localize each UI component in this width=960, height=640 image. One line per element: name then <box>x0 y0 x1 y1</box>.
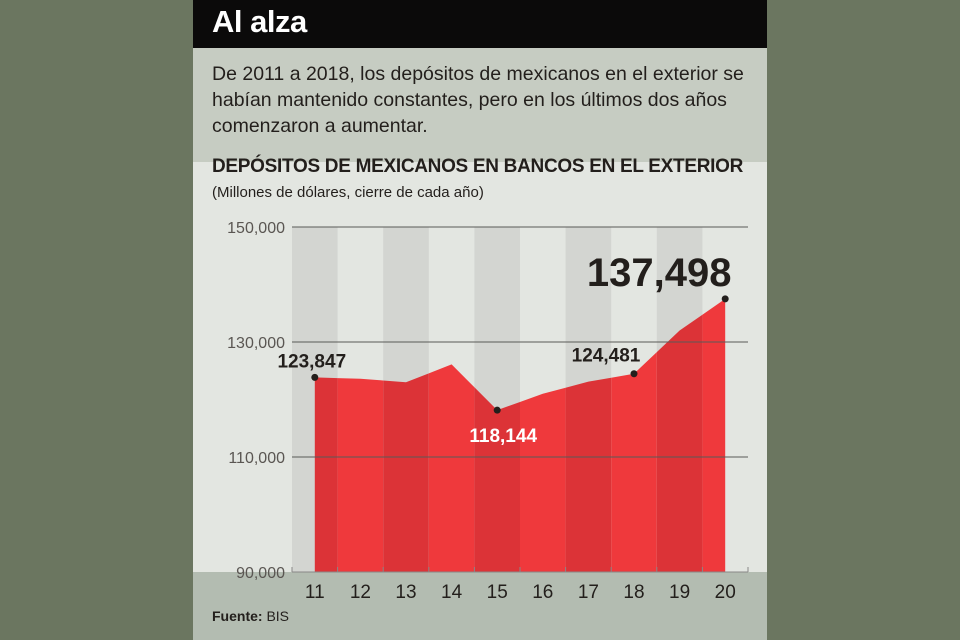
headline: Al alza <box>212 4 307 39</box>
area-segment <box>314 377 338 572</box>
x-tick-label: 17 <box>578 582 599 603</box>
area-segment <box>337 378 384 572</box>
area-segment <box>474 387 520 572</box>
x-tick-label: 16 <box>532 582 553 603</box>
source-note: Fuente: BIS <box>212 608 289 624</box>
y-tick-label: 150,000 <box>227 220 285 237</box>
area-segment <box>611 352 657 572</box>
data-label: 123,847 <box>277 351 346 372</box>
area-segment <box>565 377 612 572</box>
source-value: BIS <box>266 608 290 624</box>
title-bar: Al alza <box>193 0 767 48</box>
x-tick-label: 19 <box>669 582 690 603</box>
data-label: 137,498 <box>587 251 732 295</box>
area-segment <box>702 298 726 572</box>
x-tick-label: 15 <box>487 582 508 603</box>
x-tick-label: 11 <box>305 582 325 603</box>
infographic-card: Al alza De 2011 a 2018, los depósitos de… <box>193 0 767 640</box>
area-segment <box>428 364 475 572</box>
y-tick-label: 130,000 <box>227 335 285 352</box>
y-tick-label: 110,000 <box>228 450 285 467</box>
area-segment <box>383 373 429 572</box>
description-text: De 2011 a 2018, los depósitos de mexican… <box>212 63 744 137</box>
description-panel: De 2011 a 2018, los depósitos de mexican… <box>193 48 767 162</box>
data-point-marker <box>311 373 319 381</box>
x-tick-label: 13 <box>395 582 416 603</box>
x-tick-label: 14 <box>441 582 463 603</box>
area-chart: 90,000 110,000 130,000 150,000 11 12 13 14 15 16 1… <box>227 220 749 603</box>
source-label: Fuente: <box>212 608 263 624</box>
footer-strip <box>193 572 767 640</box>
data-point-marker <box>493 406 501 414</box>
data-point-marker <box>721 295 729 303</box>
x-tick-label: 20 <box>715 582 736 603</box>
area-segment <box>656 314 703 572</box>
data-label: 118,144 <box>469 426 537 447</box>
x-tick-label: 12 <box>350 582 371 603</box>
chart-title: DEPÓSITOS DE MEXICANOS EN BANCOS EN EL E… <box>212 156 744 177</box>
area-segment <box>520 387 566 572</box>
x-tick-label: 18 <box>623 582 644 603</box>
data-label: 124,481 <box>572 346 641 367</box>
chart-subtitle: (Millones de dólares, cierre de cada año… <box>212 184 484 201</box>
y-tick-label: 90,000 <box>236 565 285 582</box>
data-point-marker <box>630 370 638 378</box>
